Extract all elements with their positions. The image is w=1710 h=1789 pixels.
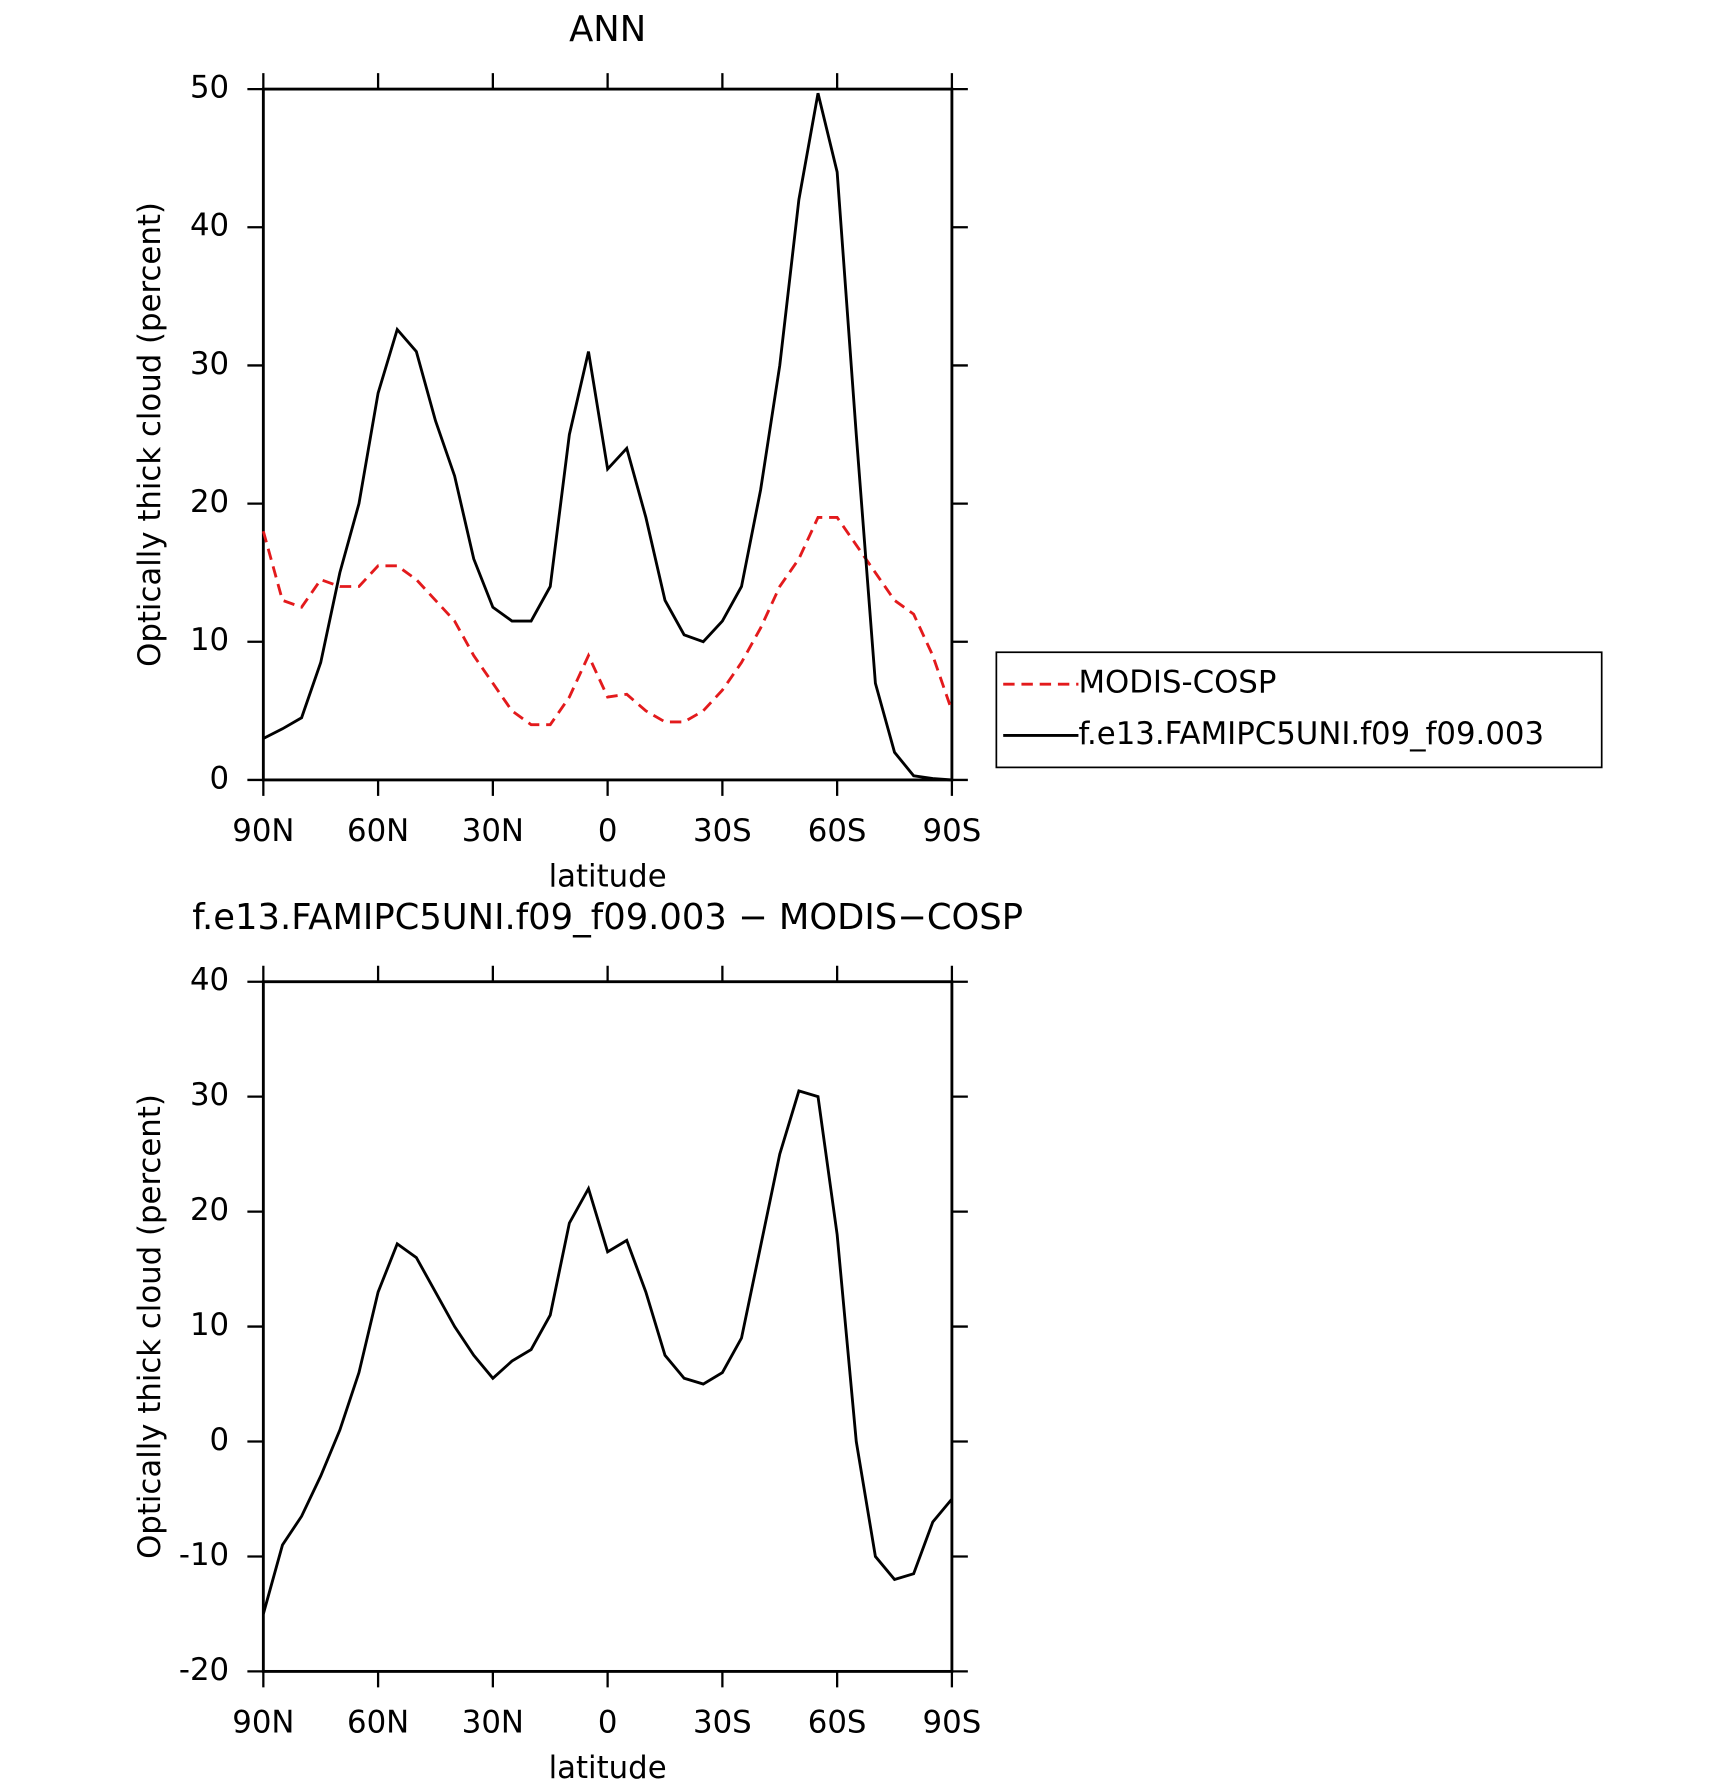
x-axis-label: latitude xyxy=(549,1750,667,1786)
y-axis-label: Optically thick cloud (percent) xyxy=(132,202,168,667)
plot-frame xyxy=(261,87,954,782)
y-tick-label: 10 xyxy=(190,622,229,658)
y-tick-label: 10 xyxy=(190,1307,229,1343)
x-tick-label: 60N xyxy=(347,813,409,849)
x-tick-label: 30S xyxy=(693,1704,752,1740)
y-tick-label: 40 xyxy=(190,208,229,244)
legend-label: f.e13.FAMIPC5UNI.f09_f09.003 xyxy=(1078,716,1544,752)
x-tick-label: 90N xyxy=(232,1704,294,1740)
x-tick-label: 60N xyxy=(347,1704,409,1740)
y-tick-label: -10 xyxy=(179,1537,229,1573)
x-tick-label: 30N xyxy=(462,1704,524,1740)
chart-title: f.e13.FAMIPC5UNI.f09_f09.003 − MODIS−COS… xyxy=(192,897,1023,938)
data-line xyxy=(261,515,954,727)
x-axis-label: latitude xyxy=(549,858,667,894)
y-tick-label: 20 xyxy=(190,1192,229,1228)
y-tick-label: 0 xyxy=(210,1422,230,1458)
x-tick-label: 60S xyxy=(808,813,867,849)
legend-box xyxy=(995,651,1603,769)
data-line xyxy=(262,92,953,782)
x-tick-label: 0 xyxy=(598,813,618,849)
y-tick-label: 30 xyxy=(190,346,229,382)
x-tick-label: 0 xyxy=(598,1704,618,1740)
x-tick-label: 30N xyxy=(462,813,524,849)
y-tick-label: 20 xyxy=(190,484,229,520)
y-tick-label: 40 xyxy=(190,962,229,998)
y-tick-label: 0 xyxy=(210,760,230,796)
x-tick-label: 90N xyxy=(232,813,294,849)
chart-title: ANN xyxy=(569,9,646,50)
x-tick-label: 60S xyxy=(808,1704,867,1740)
legend-label: MODIS-COSP xyxy=(1078,665,1276,701)
y-tick-label: -20 xyxy=(179,1652,229,1688)
x-tick-label: 30S xyxy=(693,813,752,849)
data-line xyxy=(261,1089,953,1615)
plot-frame xyxy=(261,980,954,1673)
x-tick-label: 90S xyxy=(923,1704,982,1740)
x-tick-label: 90S xyxy=(923,813,982,849)
y-tick-label: 30 xyxy=(190,1077,229,1113)
y-tick-label: 50 xyxy=(190,70,229,106)
y-axis-label: Optically thick cloud (percent) xyxy=(132,1094,168,1559)
